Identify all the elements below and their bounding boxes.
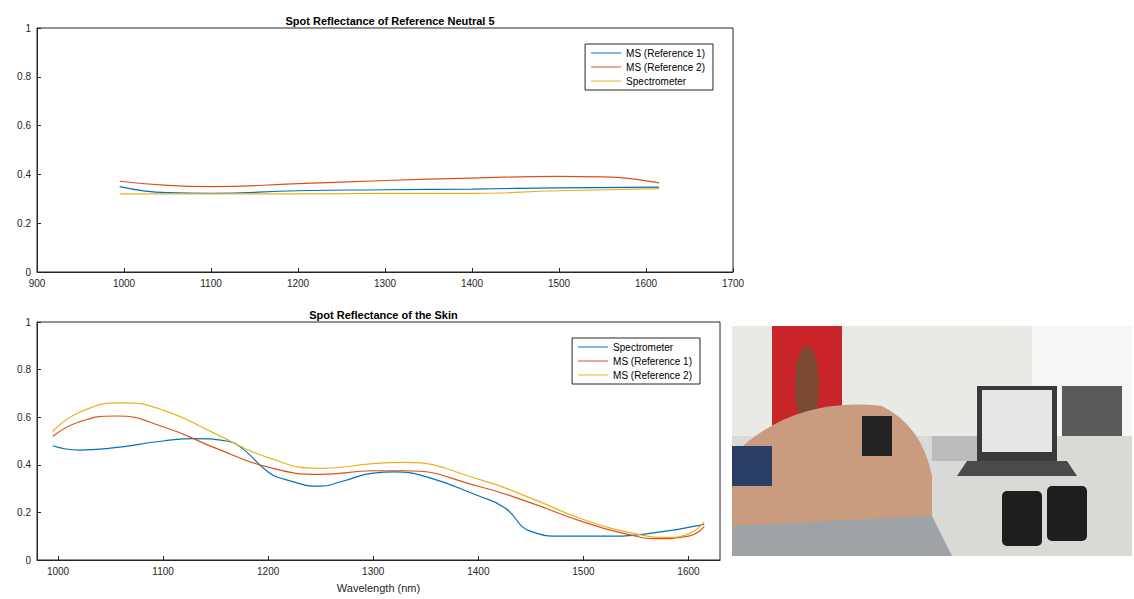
svg-text:Spectrometer: Spectrometer: [626, 76, 687, 87]
svg-text:MS (Reference 1): MS (Reference 1): [613, 356, 692, 367]
svg-text:1200: 1200: [287, 278, 310, 289]
svg-text:MS (Reference 2): MS (Reference 2): [626, 62, 705, 73]
svg-text:1700: 1700: [722, 278, 745, 289]
svg-text:1600: 1600: [677, 566, 700, 577]
svg-text:1000: 1000: [47, 566, 70, 577]
svg-text:1000: 1000: [113, 278, 136, 289]
svg-text:1400: 1400: [461, 278, 484, 289]
svg-text:0: 0: [25, 555, 31, 566]
svg-text:0: 0: [25, 267, 31, 278]
svg-text:0.2: 0.2: [17, 507, 31, 518]
svg-text:0.2: 0.2: [17, 218, 31, 229]
svg-text:MS (Reference 1): MS (Reference 1): [626, 48, 705, 59]
svg-text:Spot Reflectance of Reference: Spot Reflectance of Reference Neutral 5: [285, 15, 494, 27]
svg-text:1500: 1500: [548, 278, 571, 289]
svg-text:0.4: 0.4: [17, 169, 31, 180]
svg-text:0.8: 0.8: [17, 364, 31, 375]
svg-text:0.6: 0.6: [17, 120, 31, 131]
svg-text:Wavelength (nm): Wavelength (nm): [337, 582, 420, 594]
svg-text:1300: 1300: [374, 278, 397, 289]
svg-text:0.6: 0.6: [17, 412, 31, 423]
svg-text:1600: 1600: [635, 278, 658, 289]
svg-text:1500: 1500: [572, 566, 595, 577]
svg-text:Spectrometer: Spectrometer: [613, 342, 674, 353]
svg-text:1: 1: [25, 23, 31, 34]
svg-text:0.8: 0.8: [17, 71, 31, 82]
svg-text:Spot Reflectance of the Skin: Spot Reflectance of the Skin: [309, 309, 458, 321]
svg-text:1: 1: [25, 317, 31, 328]
svg-text:1300: 1300: [362, 566, 385, 577]
svg-text:1100: 1100: [152, 566, 174, 577]
svg-text:900: 900: [29, 278, 46, 289]
svg-text:1200: 1200: [257, 566, 280, 577]
svg-text:1400: 1400: [467, 566, 490, 577]
svg-text:1100: 1100: [200, 278, 222, 289]
svg-text:0.4: 0.4: [17, 459, 31, 470]
svg-text:MS (Reference 2): MS (Reference 2): [613, 370, 692, 381]
